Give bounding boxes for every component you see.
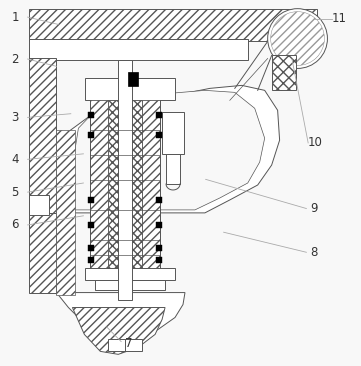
Bar	[29, 195, 48, 215]
Bar	[156, 222, 162, 228]
Text: 6: 6	[11, 219, 19, 231]
Bar	[88, 112, 94, 118]
Bar	[88, 197, 94, 203]
Text: 1: 1	[11, 11, 19, 24]
Text: 9: 9	[310, 202, 317, 215]
Bar	[108, 339, 142, 351]
Text: 7: 7	[125, 337, 132, 350]
Bar	[128, 72, 138, 86]
Bar	[142, 100, 160, 268]
Text: 2: 2	[11, 53, 19, 66]
Bar	[85, 268, 175, 280]
Bar	[156, 132, 162, 138]
Text: 8: 8	[310, 246, 317, 259]
Polygon shape	[65, 90, 265, 210]
Text: 4: 4	[11, 153, 19, 166]
Circle shape	[271, 12, 325, 66]
Bar	[166, 154, 180, 184]
Circle shape	[268, 9, 327, 68]
Bar	[95, 280, 165, 290]
Bar	[29, 59, 56, 213]
Bar	[108, 100, 142, 268]
Bar	[88, 257, 94, 263]
Bar	[271, 56, 296, 90]
Bar	[118, 60, 132, 299]
Polygon shape	[56, 130, 75, 295]
Bar	[156, 257, 162, 263]
Text: 3: 3	[12, 111, 19, 124]
Bar	[85, 78, 175, 100]
Text: 10: 10	[308, 137, 323, 149]
Bar	[90, 100, 108, 268]
Bar	[156, 197, 162, 203]
Bar	[29, 9, 317, 41]
Bar	[156, 245, 162, 251]
Polygon shape	[73, 307, 165, 354]
Bar	[156, 112, 162, 118]
Bar	[88, 222, 94, 228]
Text: 11: 11	[331, 12, 346, 25]
Polygon shape	[56, 85, 280, 213]
Bar	[162, 112, 184, 154]
Bar	[88, 132, 94, 138]
Bar	[88, 245, 94, 251]
Text: 5: 5	[12, 186, 19, 199]
Polygon shape	[56, 292, 185, 341]
Bar	[29, 38, 248, 60]
Bar	[29, 213, 56, 292]
